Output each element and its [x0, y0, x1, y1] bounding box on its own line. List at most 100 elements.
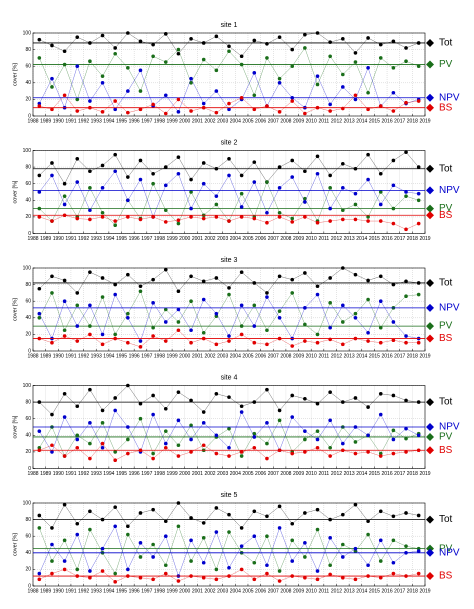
data-point [214, 276, 219, 280]
data-point [62, 415, 67, 419]
x-tick-label: 1992 [78, 353, 89, 359]
x-tick-label: 2015 [369, 588, 380, 594]
data-point [163, 60, 168, 64]
x-tick-label: 2016 [382, 236, 393, 242]
data-point [163, 220, 168, 224]
x-tick-label: 2017 [394, 588, 405, 594]
data-point [100, 215, 105, 219]
x-tick-label: 2010 [306, 353, 317, 359]
data-point [151, 334, 155, 338]
x-tick-label: 2018 [407, 118, 418, 124]
x-tick-label: 2019 [419, 118, 430, 124]
data-point [50, 76, 54, 81]
data-point [62, 62, 67, 67]
data-point [176, 418, 181, 423]
data-point [366, 405, 370, 409]
data-point [277, 165, 282, 169]
data-point [176, 221, 181, 226]
legend-marker [426, 93, 434, 102]
data-point [404, 294, 408, 299]
data-point [37, 400, 42, 404]
data-point [88, 303, 92, 308]
data-point [303, 46, 307, 50]
data-point [151, 507, 155, 512]
data-point [37, 571, 42, 576]
data-point [189, 215, 193, 219]
x-tick-label: 2013 [344, 118, 355, 124]
x-tick-label: 2004 [230, 353, 241, 359]
data-point [239, 450, 244, 454]
x-tick-label: 2001 [192, 353, 203, 359]
x-tick-label: 2010 [306, 118, 317, 124]
data-point [176, 579, 181, 583]
data-point [315, 569, 320, 573]
x-tick-label: 2006 [255, 471, 266, 477]
data-point [214, 530, 219, 534]
data-point [265, 180, 269, 184]
data-point [252, 107, 257, 112]
data-point [303, 322, 307, 327]
data-point [252, 577, 257, 582]
x-tick-label: 1999 [167, 588, 178, 594]
data-point [290, 99, 295, 103]
x-tick-label: 2006 [255, 588, 266, 594]
data-point [252, 534, 257, 538]
x-tick-label: 1990 [53, 588, 64, 594]
data-point [277, 526, 282, 530]
x-tick-label: 2009 [293, 471, 304, 477]
data-point [201, 279, 206, 284]
data-point [176, 328, 181, 333]
data-point [88, 105, 92, 110]
x-tick-label: 1990 [53, 236, 64, 242]
data-point [151, 215, 155, 219]
data-point [138, 217, 143, 222]
data-point [88, 332, 92, 337]
data-point [214, 166, 219, 171]
data-point [189, 206, 193, 211]
data-point [50, 173, 54, 178]
data-point [138, 448, 143, 453]
data-point [404, 511, 408, 515]
data-point [189, 538, 193, 543]
data-point [252, 281, 257, 285]
legend-marker [426, 544, 434, 553]
data-point [315, 401, 320, 406]
data-point [391, 206, 396, 211]
x-tick-label: 2008 [280, 588, 291, 594]
data-point [100, 445, 105, 450]
x-tick-label: 2003 [217, 353, 228, 359]
y-tick-label: 100 [23, 148, 32, 154]
x-tick-label: 2000 [179, 118, 190, 124]
x-tick-label: 2000 [179, 353, 190, 359]
x-tick-label: 2001 [192, 236, 203, 242]
data-point [353, 60, 358, 64]
data-point [404, 194, 408, 198]
data-point [189, 274, 193, 279]
x-tick-label: 1994 [103, 118, 114, 124]
y-tick-label: 0 [28, 231, 31, 237]
data-point [100, 408, 105, 413]
data-point [163, 563, 168, 568]
legend-label: Tot [439, 514, 453, 525]
data-point [378, 42, 383, 47]
data-point [366, 177, 370, 182]
data-point [50, 43, 54, 48]
data-point [176, 307, 181, 312]
data-point [341, 575, 345, 580]
data-point [126, 272, 130, 277]
data-point [138, 177, 143, 182]
data-point [62, 49, 67, 54]
data-point [50, 85, 54, 89]
legend-marker [426, 38, 434, 47]
data-point [252, 431, 257, 436]
data-point [391, 571, 396, 576]
legend-label: PV [439, 321, 453, 332]
panel-title: site 2 [221, 139, 238, 146]
x-tick-label: 1994 [103, 471, 114, 477]
data-point [214, 202, 219, 207]
data-point [88, 99, 92, 103]
x-tick-label: 2013 [344, 588, 355, 594]
x-tick-label: 2018 [407, 588, 418, 594]
